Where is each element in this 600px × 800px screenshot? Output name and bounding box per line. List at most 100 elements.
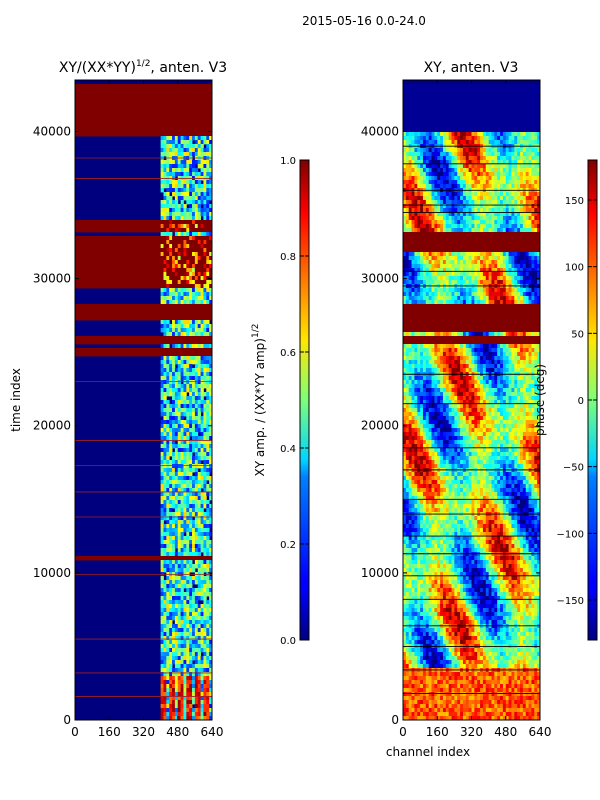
amplitude-cell [180,340,184,345]
amplitude-cell [126,280,130,285]
amplitude-cell [163,268,167,273]
amplitude-cell [169,620,173,625]
amplitude-cell [194,368,199,373]
amplitude-cell [94,104,99,109]
amplitude-cell [180,472,184,477]
amplitude-cell [132,240,136,245]
amplitude-cell [160,520,164,525]
amplitude-cell [203,296,207,301]
colorbar-tick-label: 0.0 [280,636,296,647]
amplitude-cell [109,336,113,341]
amplitude-cell [80,556,84,561]
amplitude-cell [183,668,187,673]
amplitude-cell [146,284,150,289]
amplitude-cell [172,564,176,569]
amplitude-cell [160,556,164,561]
amplitude-cell [177,432,181,437]
amplitude-cell [203,96,207,101]
phase-cell [468,80,472,85]
amplitude-cell [200,528,204,533]
phase-cell [428,92,432,97]
phase-cell [471,108,475,113]
phase-cell [408,160,412,165]
amplitude-cell [186,136,190,141]
amplitude-cell [163,648,167,653]
amplitude-cell [194,500,199,505]
amplitude-cell [86,352,90,357]
amplitude-cell [123,128,127,133]
phase-cell [417,100,421,105]
phase-cell [405,88,410,93]
amplitude-cell [197,92,201,97]
amplitude-cell [197,244,201,249]
amplitude-cell [92,276,96,281]
amplitude-cell [183,272,187,277]
amplitude-cell [194,276,199,281]
phase-cell [511,136,515,141]
phase-cell [482,160,487,165]
amplitude-cell [180,412,184,417]
amplitude-cell [206,304,210,309]
amplitude-cell [132,100,136,105]
amplitude-cell [203,644,207,649]
amplitude-cell [186,704,190,709]
phase-cell [502,148,507,153]
phase-cell [428,84,432,89]
amplitude-cell [177,172,181,177]
amplitude-cell [200,228,204,233]
amplitude-cell [203,104,207,109]
amplitude-cell [169,288,173,293]
phase-cell [522,156,527,161]
amplitude-cell [114,108,119,113]
amplitude-cell [200,128,204,133]
amplitude-cell [200,436,204,441]
amplitude-cell [209,284,212,289]
amplitude-cell [83,128,87,133]
amplitude-cell [200,400,204,405]
amplitude-cell [192,636,196,641]
phase-cell [411,112,415,117]
amplitude-cell [206,608,210,613]
amplitude-cell [183,296,187,301]
phase-cell [522,88,527,93]
amplitude-cell [152,104,156,109]
amplitude-cell [160,636,164,641]
amplitude-cell [174,592,179,597]
amplitude-cell [169,584,173,589]
amplitude-cell [123,236,127,241]
amplitude-cell [134,256,139,261]
amplitude-cell [180,644,184,649]
amplitude-cell [203,484,207,489]
amplitude-cell [143,108,147,113]
amplitude-cell [177,368,181,373]
amplitude-cell [177,256,181,261]
phase-cell [534,148,538,153]
amplitude-cell [186,248,190,253]
amplitude-cell [209,628,212,633]
amplitude-cell [197,104,201,109]
amplitude-cell [192,260,196,265]
phase-cell [442,100,447,105]
amplitude-cell [160,624,164,629]
amplitude-cell [197,420,201,425]
phase-cell [411,140,415,145]
amplitude-cell [197,96,201,101]
amplitude-cell [77,104,82,109]
amplitude-cell [120,84,124,89]
amplitude-cell [200,708,204,713]
amplitude-cell [129,260,133,265]
amplitude-cell [120,556,124,561]
amplitude-cell [200,368,204,373]
amplitude-cell [189,480,193,485]
amplitude-cell [197,128,201,133]
amplitude-cell [186,708,190,713]
amplitude-cell [183,680,187,685]
amplitude-cell [166,492,170,497]
amplitude-cell [166,368,170,373]
phase-cell [408,84,412,89]
amplitude-cell [112,132,116,137]
amplitude-cell [186,132,190,137]
amplitude-cell [200,88,204,93]
amplitude-cell [186,540,190,545]
amplitude-cell [166,544,170,549]
